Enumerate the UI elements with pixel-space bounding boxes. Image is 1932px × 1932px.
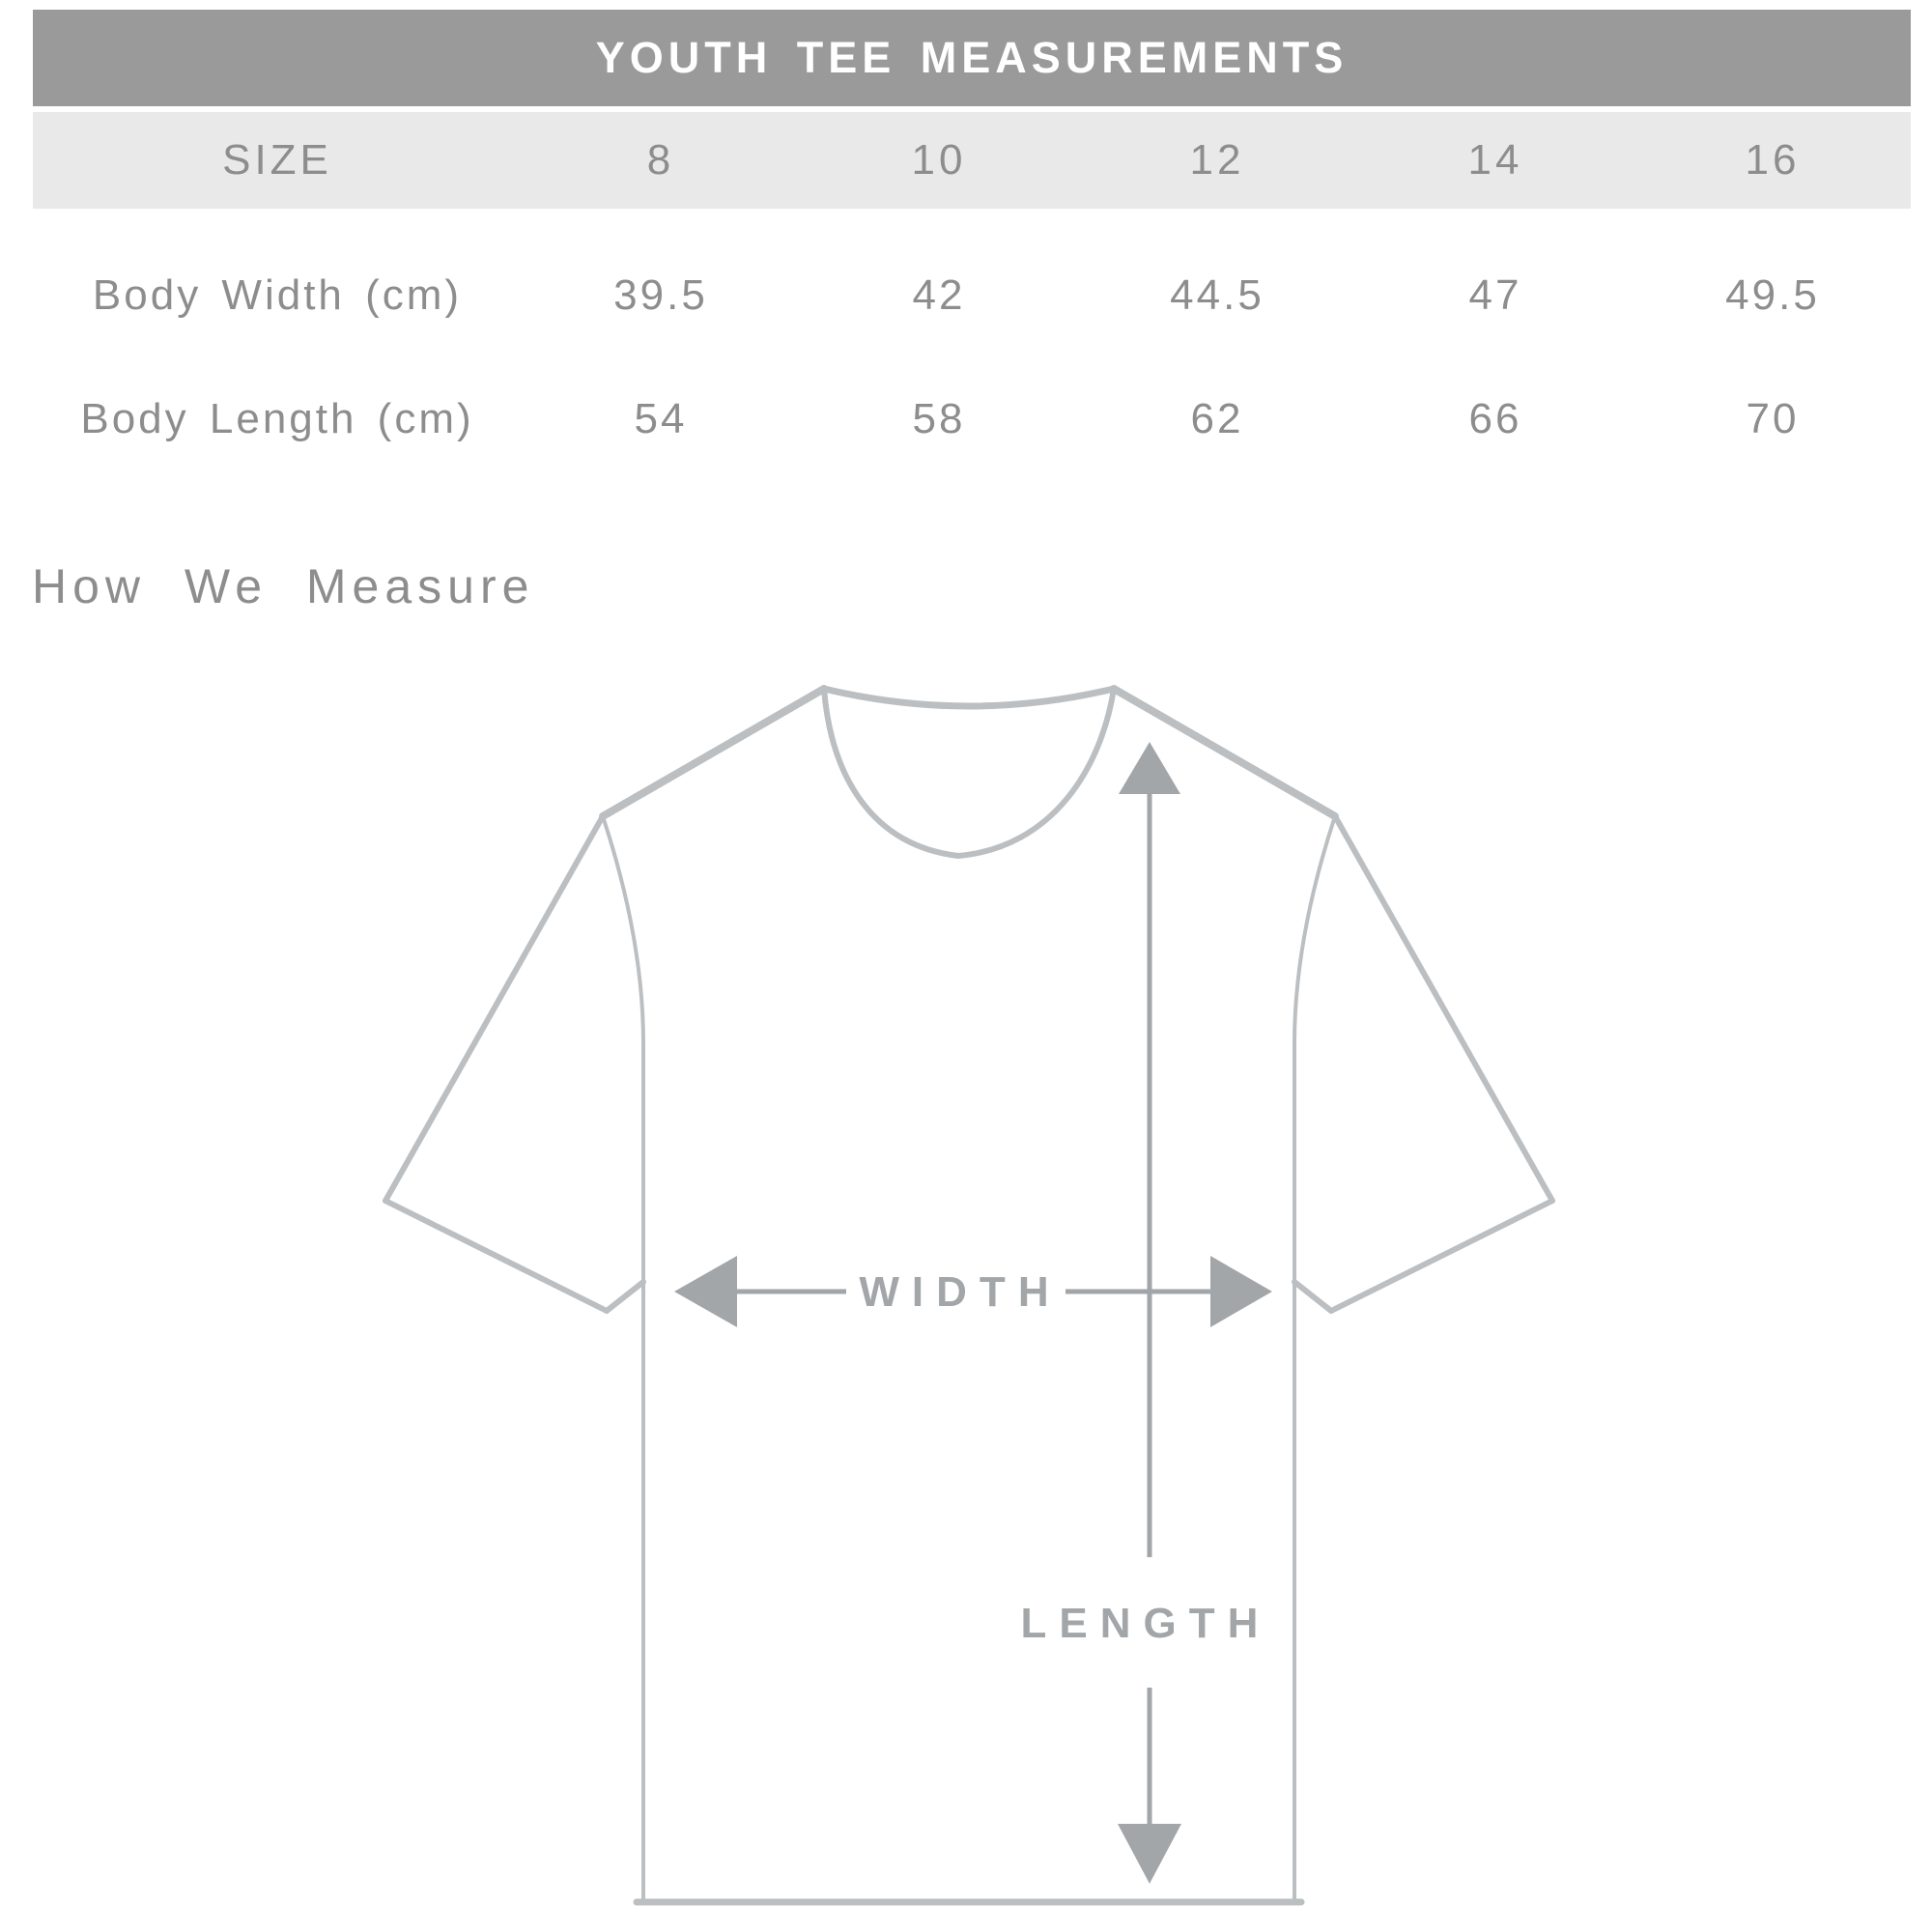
table-cell: 70	[1634, 357, 1911, 481]
table-spacer-row	[33, 209, 1911, 234]
size-col-14: 14	[1356, 112, 1634, 209]
table-cell: 42	[800, 234, 1078, 357]
sleeve-right-underarm	[1292, 1279, 1334, 1314]
neckline-front	[821, 686, 1117, 859]
sleeve-left-underarm	[604, 1279, 646, 1314]
table-cell: 54	[522, 357, 800, 481]
arrow-left-icon	[674, 1256, 737, 1327]
body-width-row: Body Width (cm) 39.5 42 44.5 47 49.5	[33, 234, 1911, 357]
body-left-edge	[601, 814, 645, 1904]
table-cell: 49.5	[1634, 234, 1911, 357]
arrow-up-icon	[1119, 742, 1180, 794]
table-title: YOUTH TEE MEASUREMENTS	[595, 33, 1349, 82]
measurements-table: SIZE 8 10 12 14 16 Body Width (cm) 39.5 …	[33, 112, 1911, 481]
tshirt-outline	[383, 685, 1555, 1906]
table-cell: 66	[1356, 357, 1634, 481]
width-label: WIDTH	[859, 1268, 1061, 1316]
shoulder-left	[599, 685, 828, 820]
length-arrow: LENGTH	[1021, 742, 1271, 1884]
body-length-row: Body Length (cm) 54 58 62 66 70	[33, 357, 1911, 481]
table-cell: 39.5	[522, 234, 800, 357]
table-title-bar: YOUTH TEE MEASUREMENTS	[33, 10, 1911, 106]
size-col-8: 8	[522, 112, 800, 209]
sleeve-right-cuff	[1328, 1198, 1555, 1314]
body-right-edge	[1293, 814, 1337, 1904]
collar-back	[820, 685, 1118, 710]
table-cell: 44.5	[1078, 234, 1356, 357]
size-col-16: 16	[1634, 112, 1911, 209]
row-label: Body Length (cm)	[33, 357, 522, 481]
sleeve-right-outer	[1332, 813, 1555, 1204]
table-cell: 62	[1078, 357, 1356, 481]
width-arrow: WIDTH	[674, 1256, 1272, 1327]
shoulder-right	[1110, 685, 1339, 820]
size-col-12: 12	[1078, 112, 1356, 209]
row-label: Body Width (cm)	[33, 234, 522, 357]
arrow-right-icon	[1210, 1256, 1272, 1327]
size-header-label: SIZE	[33, 112, 522, 209]
table-cell: 47	[1356, 234, 1634, 357]
size-col-10: 10	[800, 112, 1078, 209]
how-we-measure-heading: How We Measure	[32, 559, 535, 613]
length-label: LENGTH	[1021, 1600, 1271, 1647]
sleeve-left-cuff	[383, 1198, 610, 1314]
table-cell: 58	[800, 357, 1078, 481]
sleeve-left-outer	[383, 813, 606, 1204]
size-header-row: SIZE 8 10 12 14 16	[33, 112, 1911, 209]
arrow-down-icon	[1118, 1824, 1181, 1884]
